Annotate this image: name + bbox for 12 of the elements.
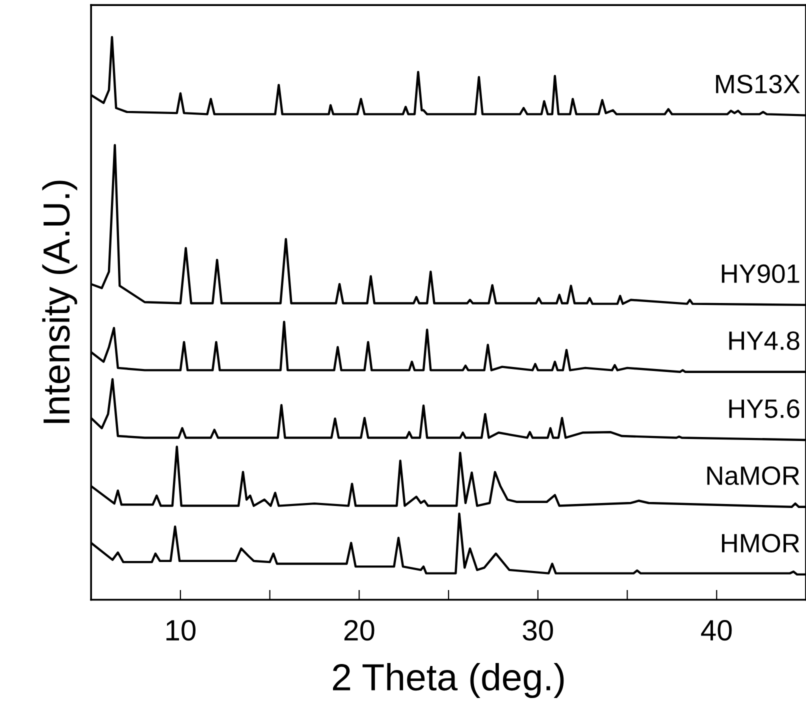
x-tick-label: 20	[344, 620, 374, 641]
x-tick-label: 40	[701, 620, 732, 641]
x-tick-label: 10	[166, 620, 196, 641]
series-label: NaMOR	[707, 466, 800, 486]
x-tick-label: 30	[522, 620, 553, 641]
y-axis-title: Intensity (A.U.)	[42, 180, 78, 423]
series-label: HMOR	[722, 534, 800, 553]
x-axis-title: 2 Theta (deg.)	[332, 663, 564, 698]
series-label: MS13X	[716, 74, 800, 94]
series-label: HY901	[722, 264, 800, 284]
series-label: HY5.6	[729, 399, 800, 418]
series-label: HY4.8	[729, 331, 800, 350]
